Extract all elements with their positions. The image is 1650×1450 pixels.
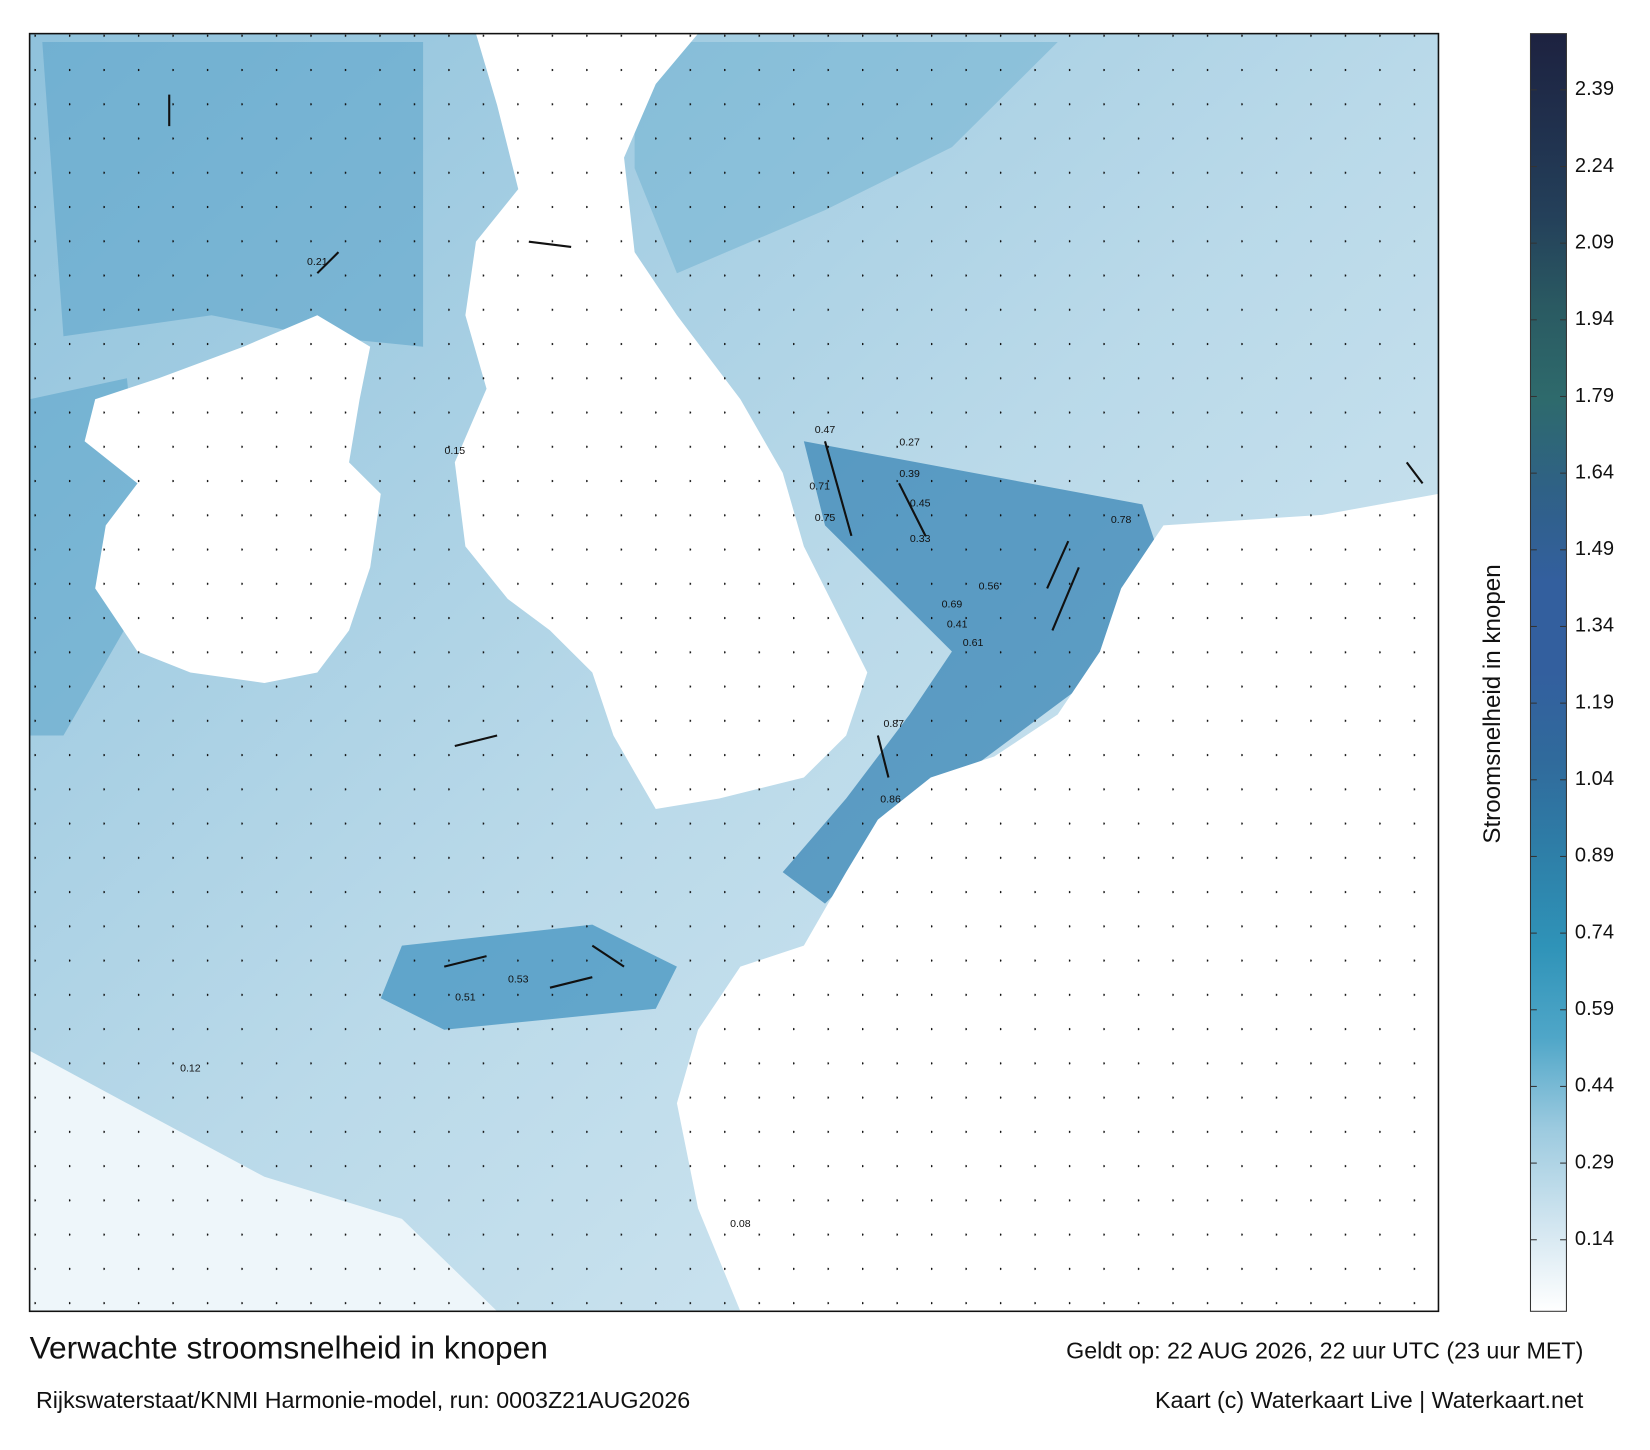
map-area: 0.78 0.86 0.87 0.75 0.71 0.69 0.61 0.56 0.53 0.51… bbox=[29, 33, 1439, 1312]
colorbar-tick-label: 0.44 bbox=[1575, 1075, 1614, 1097]
colorbar-tick-label: 1.04 bbox=[1575, 768, 1614, 790]
speed-label: 0.87 bbox=[883, 718, 904, 730]
speed-label: 0.56 bbox=[979, 580, 1000, 592]
colorbar-scale bbox=[1529, 33, 1567, 1312]
colorbar-tick-label: 2.09 bbox=[1575, 231, 1614, 253]
current-arrows bbox=[168, 94, 1424, 989]
speed-label: 0.47 bbox=[815, 424, 836, 436]
speed-label: 0.71 bbox=[809, 481, 830, 493]
colorbar-tick-label: 1.64 bbox=[1575, 461, 1614, 483]
colorbar-tick-label: 0.89 bbox=[1575, 845, 1614, 867]
colorbar-tick-label: 1.19 bbox=[1575, 691, 1614, 713]
speed-label: 0.61 bbox=[963, 637, 984, 649]
colorbar-tick-label: 0.29 bbox=[1575, 1151, 1614, 1173]
colorbar-tick-label: 1.49 bbox=[1575, 538, 1614, 560]
colorbar-tick-label: 2.24 bbox=[1575, 155, 1614, 177]
speed-label: 0.21 bbox=[307, 256, 328, 268]
colorbar-tick-label: 0.74 bbox=[1575, 921, 1614, 943]
speed-labels: 0.78 0.86 0.87 0.75 0.71 0.69 0.61 0.56 0.53 0.51… bbox=[180, 256, 1131, 1230]
map-subtitle: Rijkswaterstaat/KNMI Harmonie-model, run… bbox=[36, 1387, 690, 1413]
speed-label: 0.27 bbox=[899, 437, 920, 449]
colorbar-tick-label: 2.39 bbox=[1575, 78, 1614, 100]
speed-label: 0.45 bbox=[910, 497, 931, 509]
grid-dots bbox=[29, 33, 1439, 1312]
colorbar-tick-label: 0.59 bbox=[1575, 998, 1614, 1020]
speed-label: 0.39 bbox=[899, 468, 920, 480]
map-frame bbox=[28, 32, 1440, 1313]
speed-label: 0.51 bbox=[455, 991, 476, 1003]
speed-label: 0.78 bbox=[1111, 514, 1132, 526]
colorbar-label: Stroomsnelheid in knopen bbox=[1479, 564, 1506, 843]
speed-label: 0.33 bbox=[910, 533, 931, 545]
speed-label: 0.86 bbox=[880, 794, 901, 806]
colorbar-tick-label: 1.34 bbox=[1575, 615, 1614, 637]
speed-label: 0.15 bbox=[445, 445, 466, 457]
colorbar-tick-label: 1.94 bbox=[1575, 308, 1614, 330]
credit: Kaart (c) Waterkaart Live | Waterkaart.n… bbox=[1155, 1387, 1584, 1413]
valid-time: Geldt op: 22 AUG 2026, 22 uur UTC (23 uu… bbox=[1066, 1338, 1583, 1364]
colorbar: Stroomsnelheid in knopen 0.14 0.29 0.44 0.5… bbox=[1479, 33, 1614, 1312]
map-title: Verwachte stroomsnelheid in knopen bbox=[30, 1330, 548, 1366]
speed-label: 0.41 bbox=[947, 618, 968, 630]
colorbar-tick-label: 1.79 bbox=[1575, 385, 1614, 407]
speed-label: 0.75 bbox=[815, 512, 836, 524]
speed-label: 0.53 bbox=[508, 973, 529, 985]
speed-label: 0.69 bbox=[942, 598, 963, 610]
colorbar-tick-label: 0.14 bbox=[1575, 1228, 1614, 1250]
speed-label: 0.12 bbox=[180, 1063, 201, 1075]
speed-label: 0.08 bbox=[730, 1218, 751, 1230]
